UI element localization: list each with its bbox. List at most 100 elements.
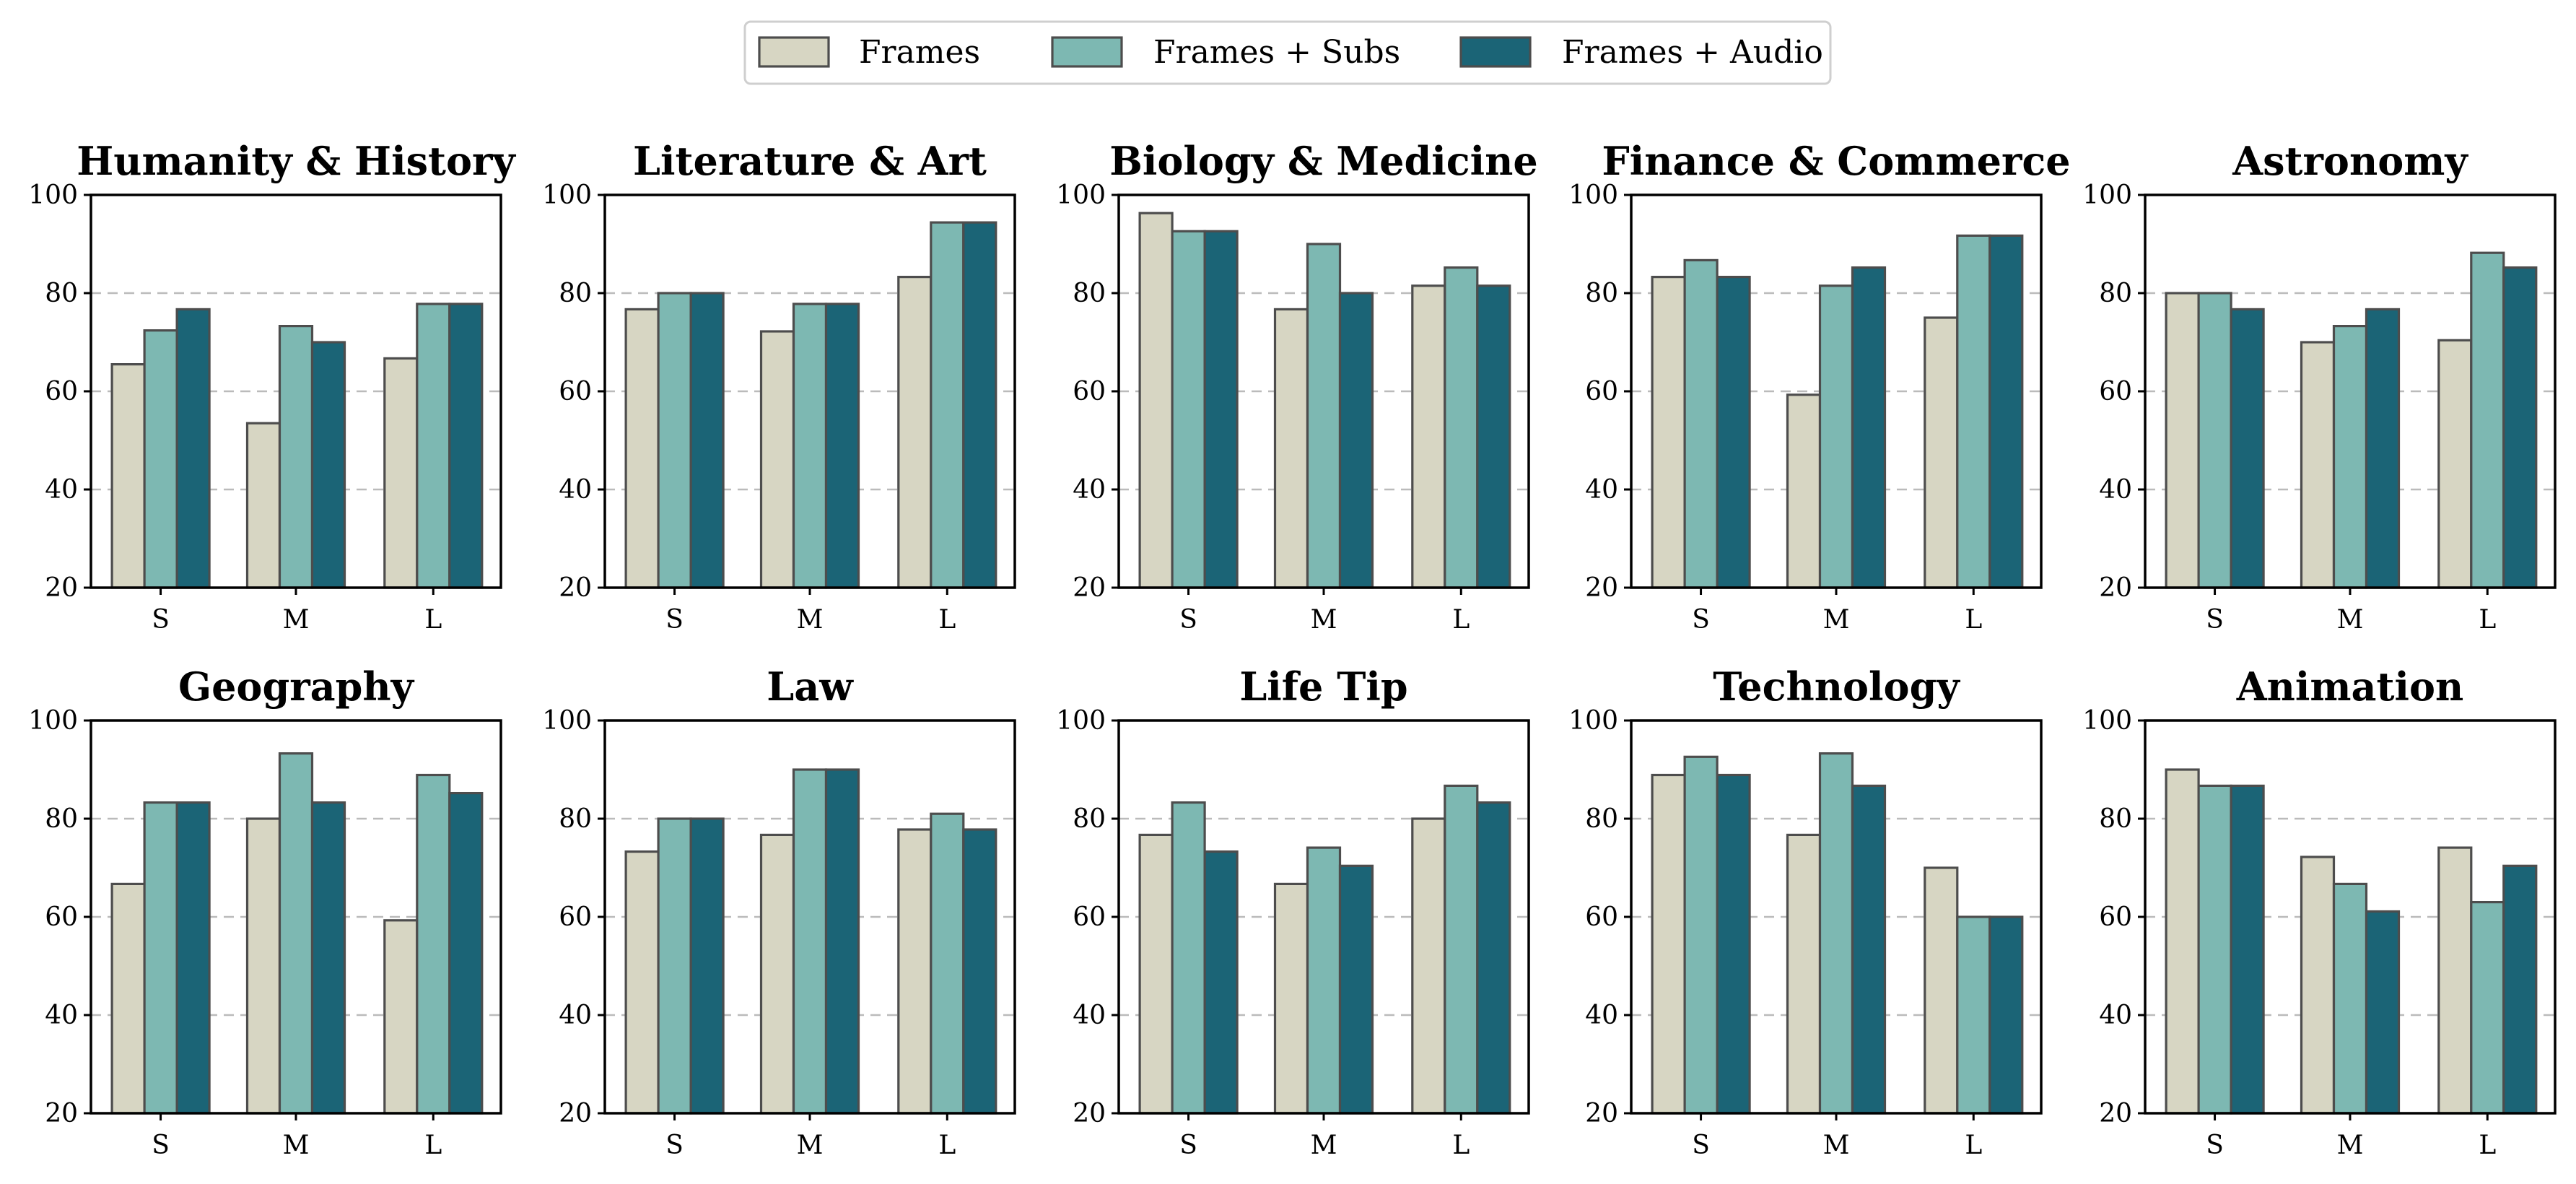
x-tick-label: L: [424, 1131, 442, 1160]
y-tick-label: 40: [559, 475, 592, 505]
x-tick-label: S: [665, 605, 684, 635]
bar-frames-subs-l: [1444, 266, 1479, 589]
bar-frames-l: [1411, 284, 1446, 589]
y-tick-label: 100: [1568, 180, 1618, 210]
y-tick-label: 80: [1073, 279, 1106, 308]
legend-item-frames: Frames: [758, 34, 980, 71]
x-tick-label: L: [1452, 1131, 1470, 1160]
bar-frames-s: [110, 363, 146, 589]
axes-frame: [2144, 719, 2557, 1115]
y-tick-label: 40: [1585, 475, 1618, 505]
bar-frames-m: [759, 330, 795, 589]
bar-frames-audio-s: [175, 801, 211, 1115]
bar-frames-audio-s: [175, 308, 211, 589]
x-tick-label: M: [797, 1131, 824, 1160]
panel-law: Law S M L 20 40 60 80 100: [542, 663, 1016, 1160]
x-tick-label: M: [1311, 605, 1337, 635]
x-tick-label: L: [938, 605, 956, 635]
y-tick-label: 60: [1585, 902, 1618, 932]
bar-frames-audio-s: [689, 817, 725, 1115]
bar-frames-subs-l: [416, 302, 451, 589]
bar-frames-l: [897, 276, 933, 589]
y-tick-label: 100: [28, 706, 78, 736]
y-tick-label: 100: [542, 706, 592, 736]
legend-label-frames: Frames: [859, 34, 980, 71]
axes-frame: [1117, 193, 1530, 589]
bar-frames-m: [1273, 882, 1309, 1115]
bar-frames-s: [1651, 276, 1686, 589]
y-tick-label: 40: [2099, 475, 2132, 505]
bar-frames-m: [1786, 833, 1822, 1115]
x-tick-label: S: [1692, 1131, 1710, 1160]
bar-frames-audio-l: [448, 791, 484, 1115]
y-tick-label: 20: [1073, 573, 1106, 603]
bar-frames-audio-s: [2230, 308, 2265, 589]
axes-frame: [2144, 193, 2557, 589]
bar-frames-audio-m: [1338, 864, 1374, 1115]
y-tick-label: 40: [559, 1001, 592, 1030]
bar-frames-subs-m: [2332, 325, 2368, 589]
bar-frames-m: [245, 817, 281, 1115]
bar-frames-s: [624, 850, 660, 1115]
y-tick-label: 60: [1585, 377, 1618, 406]
y-tick-label: 100: [2082, 180, 2132, 210]
y-tick-label: 40: [1073, 1001, 1106, 1030]
bar-frames-s: [624, 308, 660, 589]
y-tick-label: 40: [2099, 1001, 2132, 1030]
y-tick-label: 20: [45, 1099, 78, 1128]
bar-frames-l: [897, 828, 933, 1115]
bar-frames-l: [1924, 866, 1959, 1115]
bar-frames-subs-s: [2197, 292, 2232, 589]
bar-frames-m: [2300, 856, 2336, 1115]
bar-frames-m: [1786, 393, 1822, 589]
axes-frame: [89, 193, 502, 589]
panel-humanity-and-history: Humanity & History S M L 20 40 60 80 100: [28, 138, 516, 635]
bar-frames-audio-m: [2365, 308, 2401, 589]
bar-frames-audio-l: [2502, 864, 2538, 1115]
bar-frames-subs-s: [143, 329, 178, 589]
x-tick-label: L: [1452, 605, 1470, 635]
bar-frames-audio-l: [1476, 801, 1511, 1115]
bar-frames-m: [2300, 341, 2336, 589]
x-tick-label: M: [2337, 1131, 2364, 1160]
x-tick-label: L: [2479, 605, 2496, 635]
bar-frames-subs-m: [1306, 243, 1342, 589]
panel-title: Literature & Art: [633, 138, 987, 184]
bar-frames-subs-s: [657, 817, 692, 1115]
bar-frames-subs-s: [2197, 784, 2232, 1115]
bar-frames-subs-m: [1306, 846, 1342, 1115]
bar-frames-subs-m: [278, 325, 314, 589]
x-tick-label: L: [424, 605, 442, 635]
bar-frames-subs-l: [416, 773, 451, 1115]
x-tick-label: M: [797, 605, 824, 635]
x-tick-label: S: [152, 605, 170, 635]
y-tick-label: 60: [559, 902, 592, 932]
bar-frames-audio-s: [1716, 773, 1751, 1115]
x-tick-label: M: [1311, 1131, 1337, 1160]
x-tick-label: S: [2206, 1131, 2224, 1160]
panel-finance-and-commerce: Finance & Commerce S M L 20 40 60 80 100: [1568, 138, 2070, 635]
bar-frames-audio-l: [448, 302, 484, 589]
y-tick-label: 80: [2099, 804, 2132, 834]
panel-literature-and-art: Literature & Art S M L 20 40 60 80 100: [542, 138, 1016, 635]
legend-swatch-frames-audio: [1459, 36, 1532, 68]
bar-frames-subs-m: [1818, 284, 1854, 589]
legend-label-frames-audio: Frames + Audio: [1562, 34, 1823, 71]
x-tick-label: M: [283, 605, 310, 635]
x-tick-label: S: [1179, 605, 1197, 635]
bar-frames-audio-l: [962, 828, 997, 1115]
bar-frames-subs-m: [1818, 752, 1854, 1115]
y-tick-label: 20: [1585, 573, 1618, 603]
bar-frames-m: [1273, 308, 1309, 589]
axes-frame: [1630, 719, 2043, 1115]
bar-frames-audio-s: [1203, 850, 1239, 1115]
bar-frames-audio-l: [962, 221, 997, 589]
bar-frames-subs-l: [1444, 784, 1479, 1115]
y-tick-label: 100: [28, 180, 78, 210]
bar-frames-subs-m: [278, 752, 314, 1115]
panel-geography: Geography S M L 20 40 60 80 100: [28, 663, 502, 1160]
y-tick-label: 80: [559, 804, 592, 834]
y-tick-label: 80: [45, 279, 78, 308]
bar-frames-audio-m: [2365, 910, 2401, 1115]
